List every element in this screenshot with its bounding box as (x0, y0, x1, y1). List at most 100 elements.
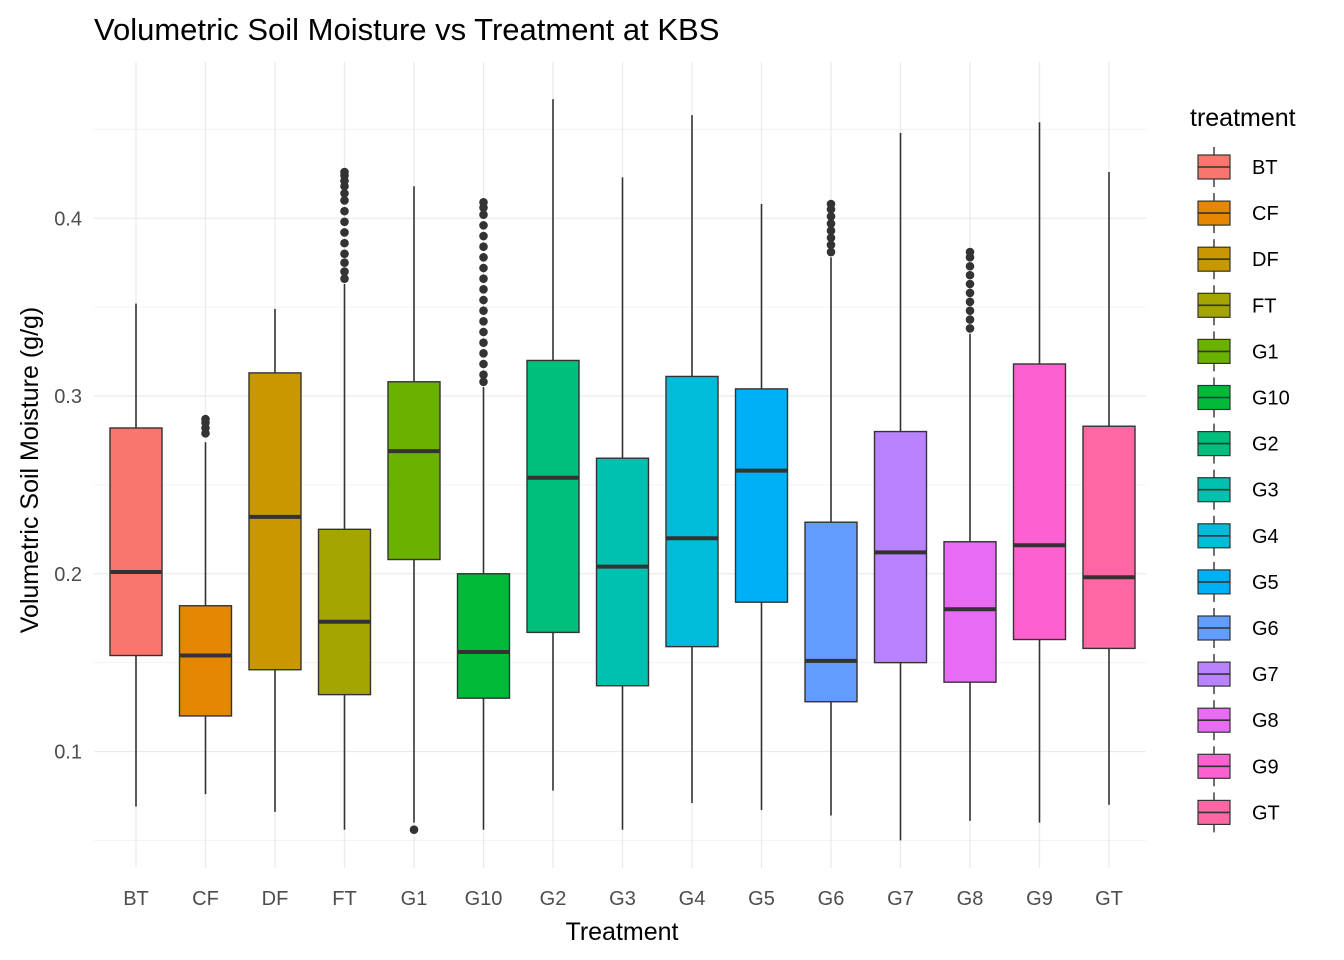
legend-item-cf: CF (1197, 193, 1279, 234)
box-body (595, 457, 650, 687)
legend-item-g4: G4 (1197, 515, 1279, 556)
outlier-point (826, 226, 836, 235)
outlier-point (479, 377, 488, 387)
outlier-point (201, 414, 210, 424)
box-g10 (456, 197, 511, 830)
outlier-point (340, 167, 349, 177)
outlier-point (479, 359, 488, 369)
legend-label: G5 (1252, 572, 1279, 594)
box-g3 (595, 177, 650, 830)
plot-area (109, 99, 1136, 841)
outlier-point (826, 212, 836, 221)
box-cf (178, 414, 233, 795)
box-g7 (873, 132, 928, 841)
x-tick-label: DF (262, 888, 289, 910)
box-ft (317, 167, 372, 830)
outlier-point (965, 324, 975, 333)
box-body (109, 427, 163, 657)
y-tick-label: 0.3 (54, 386, 82, 408)
legend-item-g1: G1 (1197, 331, 1279, 372)
x-axis: BT CF DF FT G1 G10 G2 G3 G4 G5 G6 G7 G8 G9 GT (123, 888, 1123, 910)
outlier-point (965, 315, 975, 324)
legend-item-g7: G7 (1197, 654, 1279, 695)
outlier-point (340, 274, 349, 283)
outlier-point (479, 306, 488, 315)
outlier-point (340, 249, 349, 259)
outlier-point (826, 240, 836, 250)
outlier-point (479, 231, 488, 241)
legend-label: G3 (1252, 480, 1279, 502)
box-body (1082, 425, 1136, 650)
outlier-point (479, 349, 488, 358)
legend-item-df: DF (1197, 239, 1279, 280)
x-tick-label: G6 (818, 888, 845, 910)
legend-label: CF (1252, 203, 1279, 225)
outlier-point (479, 295, 488, 305)
outlier-point (965, 288, 975, 298)
legend-label: DF (1252, 249, 1279, 271)
y-tick-label: 0.1 (54, 742, 82, 764)
box-gt (1082, 172, 1136, 805)
box-g1 (387, 186, 441, 835)
outlier-point (479, 338, 488, 347)
outlier-point (965, 261, 975, 271)
legend-label: FT (1252, 295, 1276, 317)
outlier-point (479, 221, 488, 230)
outlier-point (340, 196, 349, 205)
box-g5 (734, 204, 789, 811)
outlier-point (965, 270, 975, 280)
y-tick-label: 0.4 (54, 208, 82, 230)
box-body (873, 430, 928, 664)
box-body (665, 375, 719, 648)
x-tick-label: G4 (679, 888, 706, 910)
outlier-point (965, 297, 975, 307)
box-body (943, 541, 997, 683)
outlier-point (826, 219, 836, 228)
outlier-point (479, 327, 488, 337)
legend-label: BT (1252, 157, 1278, 179)
y-tick-label: 0.2 (54, 564, 82, 586)
x-tick-label: GT (1095, 888, 1123, 910)
box-df (248, 308, 302, 812)
y-axis-title: Volumetric Soil Moisture (g/g) (16, 307, 44, 634)
outlier-point (965, 247, 975, 257)
box-body (178, 605, 233, 717)
box-body (1012, 363, 1067, 641)
outlier-point (340, 228, 349, 237)
x-tick-label: G5 (748, 888, 775, 910)
legend-label: G8 (1252, 710, 1279, 732)
box-g6 (804, 199, 858, 816)
box-g2 (526, 99, 580, 791)
legend-title: treatment (1190, 104, 1296, 132)
outlier-point (965, 306, 975, 315)
outlier-point (340, 189, 349, 198)
legend-label: G7 (1252, 664, 1279, 686)
x-tick-label: G7 (887, 888, 914, 910)
legend-item-g8: G8 (1197, 700, 1279, 741)
outlier-point (340, 206, 349, 216)
outlier-point (340, 217, 349, 227)
legend-item-g10: G10 (1197, 377, 1290, 418)
box-g4 (665, 115, 719, 804)
legend-label: G4 (1252, 526, 1279, 548)
legend-label: G2 (1252, 434, 1279, 456)
legend-item-ft: FT (1197, 285, 1276, 326)
x-tick-label: G1 (401, 888, 428, 910)
legend-label: G6 (1252, 618, 1279, 640)
outlier-point (479, 263, 488, 273)
x-tick-label: G8 (957, 888, 984, 910)
x-tick-label: CF (192, 888, 219, 910)
x-tick-label: G3 (609, 888, 636, 910)
outlier-point (479, 253, 488, 262)
box-body (387, 381, 441, 561)
outlier-point (826, 247, 836, 257)
x-tick-label: FT (332, 888, 356, 910)
box-body (804, 521, 858, 703)
x-tick-label: G9 (1026, 888, 1053, 910)
box-body (248, 372, 302, 671)
outlier-point (479, 285, 488, 294)
outlier-point (826, 233, 836, 243)
legend-item-g5: G5 (1197, 561, 1279, 602)
y-axis: 0.1 0.2 0.3 0.4 (54, 208, 82, 763)
